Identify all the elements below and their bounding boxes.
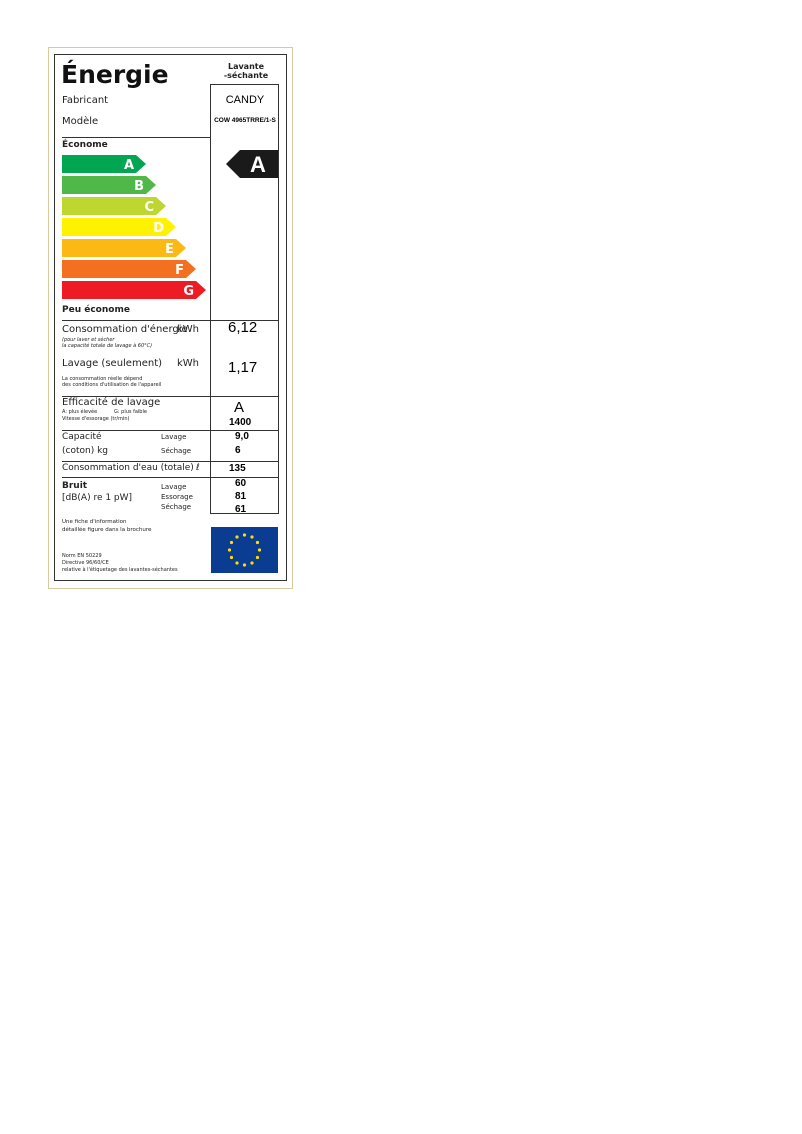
class-bar (62, 155, 146, 173)
value: 1,17 (228, 359, 258, 376)
star (235, 561, 239, 565)
value: 135 (229, 463, 246, 474)
class-bar (62, 218, 176, 236)
sublabel: Séchage (161, 447, 192, 455)
sublabel: Séchage (161, 503, 192, 511)
value: 61 (235, 504, 247, 515)
sublabel: Lavage (161, 483, 187, 491)
class-bar (62, 239, 186, 257)
eu-stars (227, 533, 262, 567)
unit: kWh (177, 358, 200, 369)
field-label: Modèle (62, 116, 99, 127)
class-letter: G (183, 284, 194, 299)
field-label: Consommation d'eau (totale) (62, 463, 194, 473)
scale-bottom: Peu économe (62, 305, 130, 315)
outer-border (48, 47, 293, 589)
value: 1400 (229, 417, 252, 428)
star (255, 540, 260, 545)
note: Vitesse d'essorage (tr/min) (62, 416, 130, 422)
sublabel: Lavage (161, 433, 187, 441)
field-label: (coton) kg (62, 446, 109, 456)
note: A: plus élevée (62, 409, 98, 415)
field-label: Lavage (seulement) (62, 358, 163, 369)
field-label: Consommation d'énergie (62, 324, 188, 335)
unit: ℓ (196, 463, 200, 473)
value: 6,12 (228, 319, 258, 336)
value: 81 (235, 491, 247, 502)
note: des conditions d'utilisation de l'appare… (62, 382, 162, 388)
note: La consommation réelle dépend (62, 376, 143, 382)
footer-note: Directive 96/60/CE (62, 560, 109, 566)
star (250, 561, 254, 565)
note: la capacité totale de lavage à 60°C) (62, 343, 153, 349)
inner-border (54, 54, 287, 581)
class-letter: D (153, 221, 164, 236)
class-letter: A (124, 158, 134, 173)
star (257, 548, 262, 552)
field-label: Efficacité de lavage (62, 397, 161, 408)
star (255, 555, 260, 560)
field-label: Bruit (62, 481, 88, 491)
title: Énergie (61, 60, 169, 89)
scale-top: Économe (62, 140, 108, 150)
product-type: Lavante (227, 62, 265, 71)
note: G: plus faible (114, 409, 147, 415)
field-label: Fabricant (62, 95, 109, 106)
star (227, 548, 232, 552)
class-bar (62, 176, 156, 194)
class-letter: F (175, 263, 184, 278)
star (235, 535, 239, 539)
product-type: -séchante (223, 71, 269, 80)
star (242, 563, 247, 567)
unit: kWh (177, 324, 200, 335)
value: 9,0 (235, 431, 249, 442)
star (229, 540, 234, 545)
rating-letter: A (250, 152, 266, 177)
footer-note: détaillée figure dans la brochure (62, 527, 152, 533)
class-letter: B (134, 179, 144, 194)
footer-note: Norm EN 50229 (62, 553, 102, 559)
footer-note: relative à l'étiquetage des lavantes-séc… (62, 567, 178, 573)
model: COW 4965TRRE/1-S (214, 117, 276, 124)
unit: [dB(A) re 1 pW] (62, 493, 133, 503)
star (229, 555, 234, 560)
value: A (234, 399, 245, 416)
footer-note: Une fiche d'information (62, 519, 127, 525)
sublabel: Essorage (161, 493, 193, 501)
note: (pour laver et sécher (62, 337, 115, 343)
class-bar (62, 260, 196, 278)
rating-arrow (226, 150, 278, 178)
class-letter: C (144, 200, 154, 215)
class-bar (62, 281, 206, 299)
value: 60 (235, 478, 247, 489)
field-label: Capacité (62, 432, 102, 442)
value-column (210, 84, 279, 514)
star (250, 535, 254, 539)
manufacturer: CANDY (225, 94, 265, 106)
star (242, 533, 247, 537)
class-letter: E (165, 242, 174, 257)
class-bar (62, 197, 166, 215)
value: 6 (235, 445, 241, 456)
